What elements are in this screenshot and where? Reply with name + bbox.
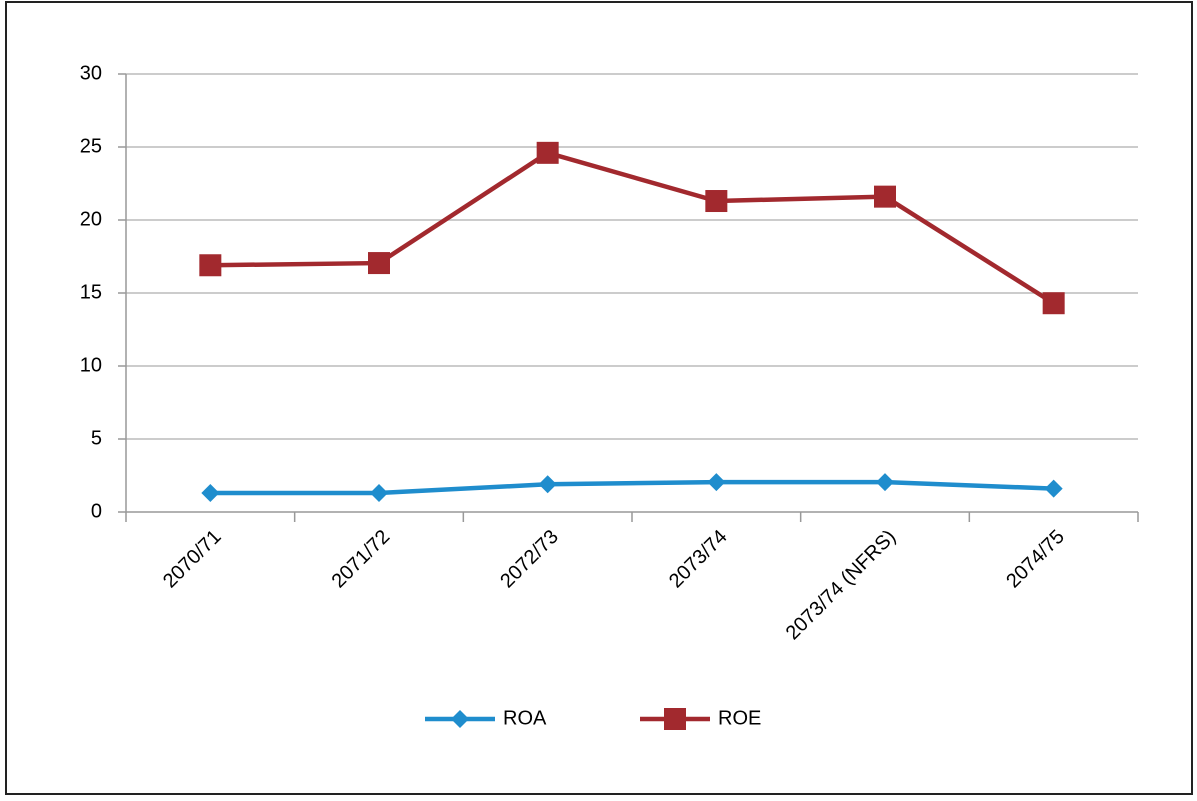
data-point (199, 254, 222, 277)
data-point (1044, 479, 1063, 498)
data-point (874, 185, 896, 208)
data-point (705, 190, 728, 213)
legend-marker (451, 710, 469, 728)
data-point (538, 475, 557, 494)
y-tick-label: 0 (91, 500, 102, 522)
data-point (370, 484, 388, 503)
y-tick-label: 10 (80, 354, 102, 376)
data-point (536, 141, 559, 164)
y-tick-label: 30 (80, 62, 102, 84)
data-point (876, 473, 894, 492)
legend-label: ROA (503, 707, 547, 729)
chart-frame (5, 1, 1193, 795)
series-line (210, 479, 1054, 496)
y-tick-label: 25 (80, 135, 102, 157)
legend-label: ROE (718, 707, 761, 729)
y-tick-label: 5 (91, 427, 102, 449)
legend-marker (664, 708, 686, 730)
data-point (707, 473, 726, 492)
data-point (201, 484, 220, 503)
y-tick-label: 15 (80, 281, 102, 303)
series-line (210, 150, 1055, 306)
y-tick-label: 20 (80, 208, 102, 230)
data-point (368, 252, 390, 275)
data-point (1042, 292, 1065, 315)
